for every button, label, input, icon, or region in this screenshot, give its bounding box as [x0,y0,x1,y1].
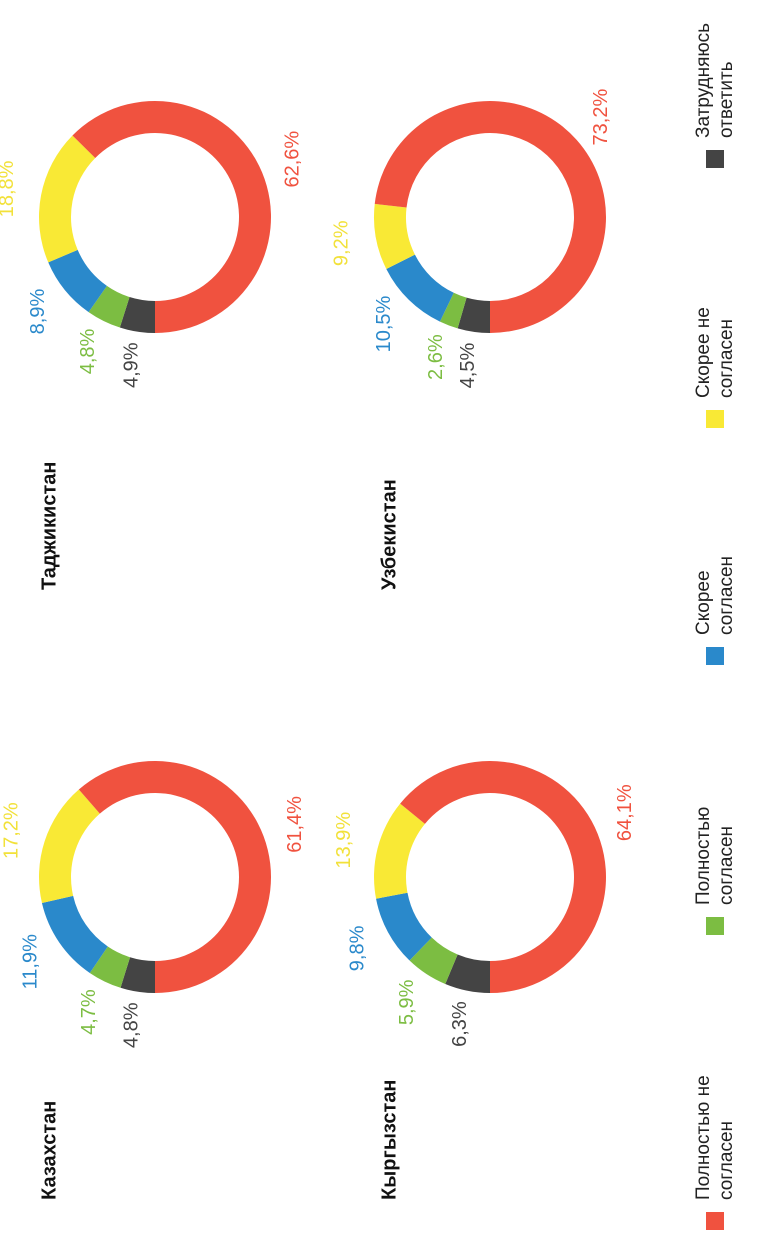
value-label: 64,1% [614,784,636,841]
value-label: 62,6% [282,131,304,188]
donut-segment [409,937,458,985]
value-label: 4,8% [121,1002,143,1048]
value-label: 4,8% [77,328,99,374]
chart-title: Кыргызстан [378,1080,400,1200]
donut-segment [120,957,155,993]
donut-segment [374,203,415,270]
chart-title: Таджикистан [38,462,60,590]
value-label: 9,2% [331,220,353,266]
donut-segment [39,135,96,263]
legend-swatch [706,1212,724,1230]
value-label: 18,8% [0,160,18,217]
value-label: 73,2% [590,89,612,146]
donut-segment [457,297,490,333]
legend-label: Скорее не согласен [693,307,737,398]
value-label: 17,2% [1,802,23,859]
donut-segment [119,297,155,333]
value-label: 61,4% [284,796,306,853]
donut-segment [88,285,130,328]
legend-swatch [706,410,724,428]
value-label: 2,6% [425,334,447,380]
value-label: 9,8% [346,925,368,971]
legend-item: Полностью не согласен [693,1075,737,1200]
donut-segment [386,254,454,322]
donut-segment [72,101,271,333]
value-label: 4,5% [457,342,479,388]
donut-segment [376,892,432,961]
legend-label: Полностью согласен [693,806,737,905]
legend-item: Скорее согласен [693,555,737,635]
legend-item: Затрудняюсь ответить [693,22,737,138]
donut-segment [374,803,425,899]
value-label: 6,3% [449,1001,471,1047]
donut-segment [445,954,490,993]
donut-segment [439,292,467,329]
legend-swatch [706,647,724,665]
value-label: 13,9% [333,812,355,869]
donut-segment [78,761,271,993]
legend-label: Затрудняюсь ответить [693,22,737,138]
legend-item: Полностью согласен [693,806,737,905]
value-label: 4,7% [78,989,100,1035]
value-label: 4,9% [120,342,142,388]
donut-segment [48,249,107,313]
chart-title: Казахстан [38,1101,60,1200]
value-label: 8,9% [27,289,49,335]
legend-item: Скорее не согласен [693,307,737,398]
legend-swatch [706,150,724,168]
donut-segment [39,789,100,904]
value-label: 10,5% [373,295,395,352]
legend-label: Скорее согласен [693,555,737,635]
legend-swatch [706,917,724,935]
donut-segment [400,761,606,993]
rotated-layout: Казахстан 4,8% 4,7% 11,9% 17,2% 61,4% Таджикис… [0,22,737,1230]
donut-segment [41,895,108,973]
donut-segment [89,946,131,988]
chart-title: Узбекистан [378,479,400,590]
value-label: 11,9% [19,934,41,989]
legend-label: Полностью не согласен [693,1075,737,1200]
value-label: 5,9% [396,979,418,1025]
